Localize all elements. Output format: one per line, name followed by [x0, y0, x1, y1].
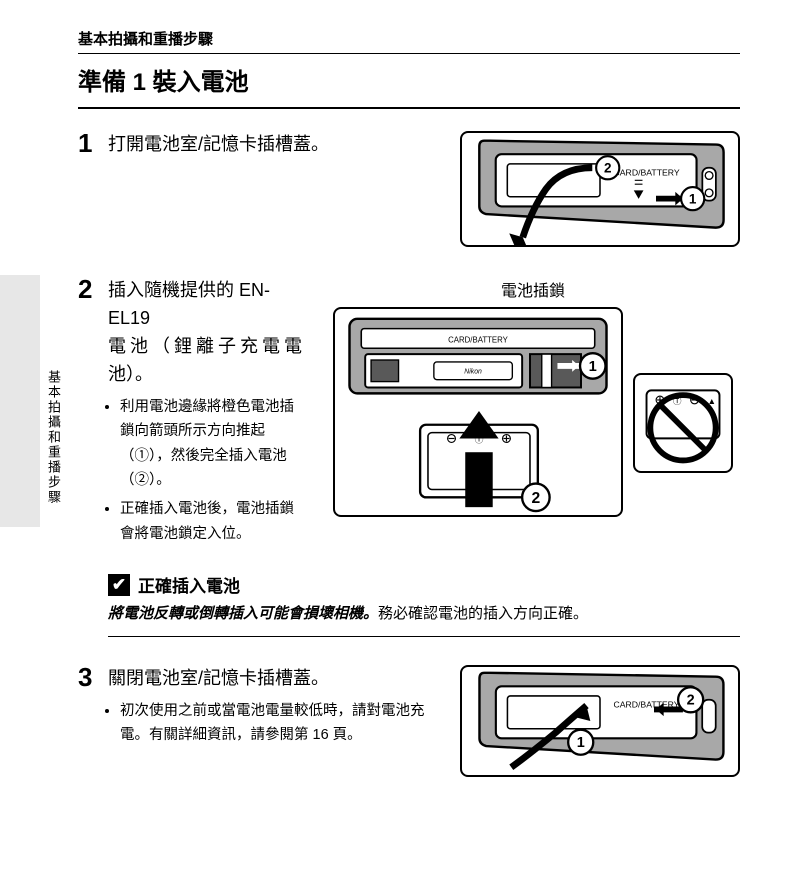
badge-1-icon: 1	[577, 735, 585, 751]
card-battery-label: CARD/BATTERY	[614, 167, 680, 177]
step-3-bullet-list: 初次使用之前或當電池電量較低時，請對電池充電。有關詳細資訊，請參閱第 16 頁。	[108, 699, 446, 748]
badge-2-icon: 2	[604, 161, 612, 176]
list-item: 初次使用之前或當電池電量較低時，請對電池充電。有關詳細資訊，請參閱第 16 頁。	[120, 699, 446, 748]
page: 基本拍攝和重播步驟 準備 1 裝入電池 1 打開電池室/記憶卡插槽蓋。 CARD…	[0, 0, 800, 827]
card-battery-label: CARD/BATTERY	[448, 335, 509, 344]
list-item: 利用電池邊緣將橙色電池插鎖向箭頭所示方向推起（①），然後完全插入電池（②）。	[120, 395, 308, 494]
step-2-main-figure: CARD/BATTERY Nikon 1	[333, 307, 623, 517]
step-3-figure: CARD/BATTERY 2 1	[460, 665, 740, 777]
note-title: 正確插入電池	[138, 572, 240, 597]
page-title: 準備 1 裝入電池	[78, 62, 740, 109]
step-2: 2 插入隨機提供的 EN-EL19 電池（鋰離子充電電 池）。 利用電池邊緣將橙…	[78, 277, 740, 655]
badge-2-icon: 2	[532, 490, 541, 507]
breadcrumb: 基本拍攝和重播步驟	[78, 28, 740, 54]
step-1: 1 打開電池室/記憶卡插槽蓋。 CARD/BATTERY	[78, 131, 740, 247]
step-3: 3 關閉電池室/記憶卡插槽蓋。 初次使用之前或當電池電量較低時，請對電池充電。有…	[78, 665, 740, 777]
step-number: 1	[78, 130, 108, 156]
figure-caption: 電池插鎖	[501, 277, 565, 301]
nikon-label: Nikon	[464, 369, 482, 376]
step-number: 3	[78, 664, 108, 690]
list-item: 正確插入電池後，電池插鎖會將電池鎖定入位。	[120, 497, 308, 546]
step-1-heading: 打開電池室/記憶卡插槽蓋。	[108, 131, 446, 159]
badge-1-icon: 1	[689, 191, 697, 206]
badge-1-icon: 1	[589, 359, 597, 375]
step-2-prohibit-figure: Ⓣ ▲	[633, 373, 733, 473]
step-2-bullet-list: 利用電池邊緣將橙色電池插鎖向箭頭所示方向推起（①），然後完全插入電池（②）。 正…	[108, 395, 308, 547]
step-number: 2	[78, 276, 108, 302]
note-block: ✔ 正確插入電池 將電池反轉或倒轉插入可能會損壞相機。務必確認電池的插入方向正確…	[108, 572, 740, 637]
step-1-figure: CARD/BATTERY 2 1	[460, 131, 740, 247]
step-2-heading: 插入隨機提供的 EN-EL19 電池（鋰離子充電電 池）。	[108, 277, 308, 389]
check-icon: ✔	[108, 574, 130, 596]
badge-2-icon: 2	[687, 693, 695, 709]
step-3-heading: 關閉電池室/記憶卡插槽蓋。	[108, 665, 446, 693]
note-text: 將電池反轉或倒轉插入可能會損壞相機。務必確認電池的插入方向正確。	[108, 603, 740, 637]
